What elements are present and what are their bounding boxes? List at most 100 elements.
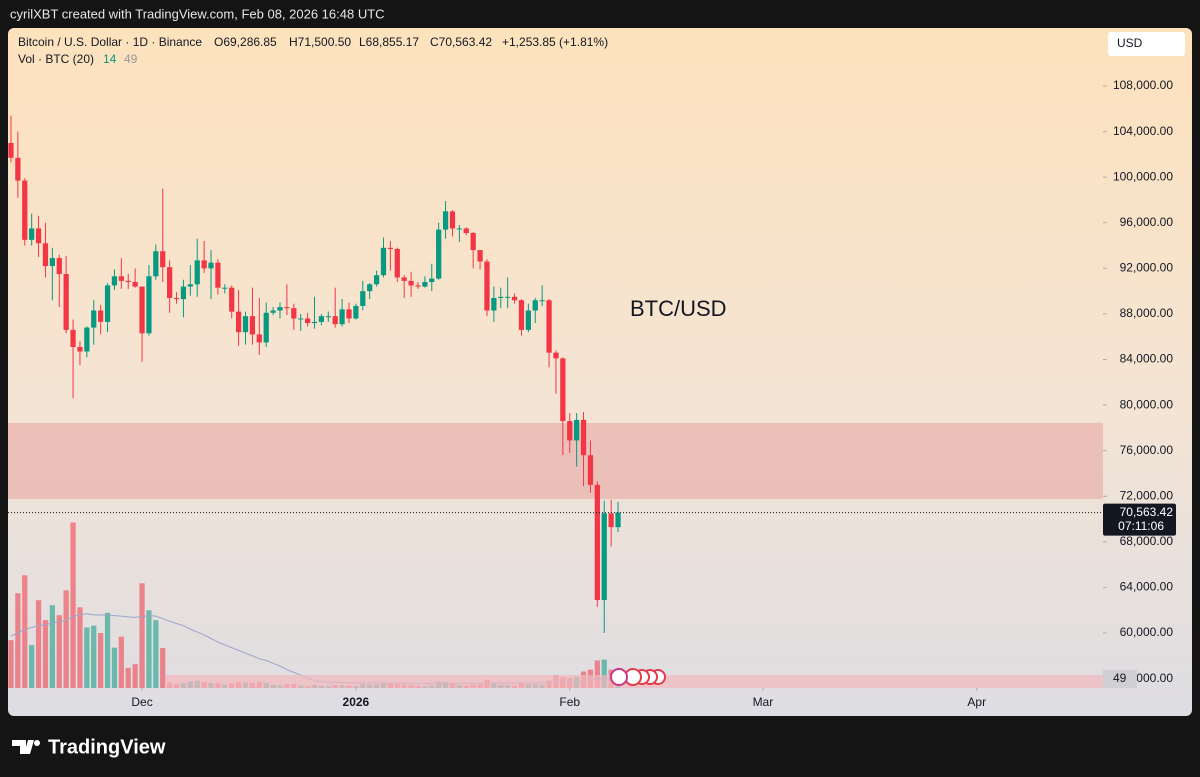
y-tick-label: 76,000.00 [1120, 443, 1174, 457]
volume-bar [8, 640, 14, 688]
volume-bar [125, 667, 131, 688]
candle-body [63, 274, 69, 330]
candle-body [553, 352, 559, 359]
volume-bar [56, 615, 62, 688]
candle-body [560, 358, 566, 422]
volume-bar [77, 607, 83, 688]
candle-body [380, 247, 387, 276]
candle-body [325, 316, 331, 318]
candle-body [125, 280, 131, 283]
candle-body [160, 251, 166, 268]
volume-bar [70, 522, 76, 688]
candle-body [180, 286, 187, 300]
candle-body [532, 300, 538, 311]
last-price-box [1103, 503, 1176, 536]
candle-body [505, 296, 511, 298]
candle-body [311, 321, 318, 324]
currency: USD [1117, 36, 1143, 50]
y-tick-label: 68,000.00 [1120, 534, 1174, 548]
candle-body [29, 228, 35, 240]
candle-body [98, 310, 104, 322]
plot-area [8, 115, 1103, 688]
candle-body [394, 248, 400, 278]
candle-body [8, 142, 14, 158]
candle-body [511, 296, 518, 301]
candle-body [463, 228, 469, 234]
countdown: 07:11:06 [1118, 519, 1164, 533]
candle-body [608, 513, 614, 528]
candle-body [498, 296, 504, 298]
candle-body [249, 316, 256, 335]
volume-bar [49, 605, 55, 688]
x-tick-label: Feb [559, 695, 580, 709]
candle-body [304, 318, 311, 324]
candle-body [587, 455, 594, 485]
candle-body [442, 211, 449, 230]
candle-body [111, 276, 118, 286]
volume-bar [35, 600, 42, 688]
y-tick-label: 64,000.00 [1120, 580, 1174, 594]
candle-body [263, 312, 269, 343]
candle-body [84, 327, 90, 352]
candle-body [291, 308, 297, 319]
y-tick-label: 104,000.00 [1113, 124, 1173, 138]
candle-body [318, 316, 325, 322]
candle-body [353, 305, 359, 319]
candle-body [235, 311, 242, 333]
event-icons [610, 668, 666, 686]
candle-body [35, 228, 42, 244]
candle-body [15, 157, 21, 181]
candle-body [518, 300, 525, 330]
y-tick-label: 80,000.00 [1120, 397, 1174, 411]
candle-body [539, 300, 545, 302]
candle-body [298, 318, 304, 320]
candle-body [187, 284, 193, 287]
candle-body [173, 297, 180, 300]
volume-bar [22, 575, 28, 688]
price-zone [8, 422, 1103, 499]
volume-bar [153, 620, 159, 688]
candle-body [477, 250, 483, 262]
candle-body [222, 287, 228, 289]
candle-body [339, 309, 345, 325]
candle-body [615, 512, 621, 528]
volume-bar [98, 633, 104, 688]
candle-body [42, 243, 49, 267]
volume-bar [91, 625, 97, 688]
candle-body [270, 310, 276, 313]
y-tick-label: 72,000.00 [1120, 488, 1174, 502]
volume-bar [63, 590, 69, 688]
ohlc-low: L68,855.17 [359, 35, 419, 49]
candle-body [91, 310, 97, 328]
candle-body [429, 278, 435, 283]
candle-body [436, 229, 442, 279]
x-tick-label: Dec [131, 695, 152, 709]
y-tick-label: 88,000.00 [1120, 306, 1174, 320]
y-tick-label: 84,000.00 [1120, 352, 1174, 366]
y-tick-label: 100,000.00 [1113, 169, 1173, 183]
x-tick-label: Apr [967, 695, 986, 709]
volume-bar [104, 612, 111, 688]
candle-body [360, 291, 366, 306]
volume-bar [132, 664, 138, 688]
volume-bar [29, 645, 35, 688]
volume-bar [118, 636, 124, 688]
candle-body [580, 419, 587, 456]
candle-body [49, 258, 55, 267]
candle-body [242, 316, 249, 333]
candle-body [201, 260, 207, 269]
candle-body [256, 334, 262, 343]
x-tick-label: 2026 [343, 695, 370, 709]
volume-bar [160, 648, 166, 688]
candle-body [449, 211, 456, 229]
candle-body [346, 309, 352, 319]
annotation: BTC/USD [630, 296, 727, 321]
volume-bar [139, 583, 145, 688]
candle-body [215, 262, 221, 288]
y-tick-label: 96,000.00 [1120, 215, 1174, 229]
logo-dot [34, 740, 40, 746]
ohlc-change: +1,253.85 (+1.81%) [502, 35, 608, 49]
symbol-title: Bitcoin / U.S. Dollar · 1D · Binance [18, 35, 202, 49]
candle-body [277, 307, 283, 311]
